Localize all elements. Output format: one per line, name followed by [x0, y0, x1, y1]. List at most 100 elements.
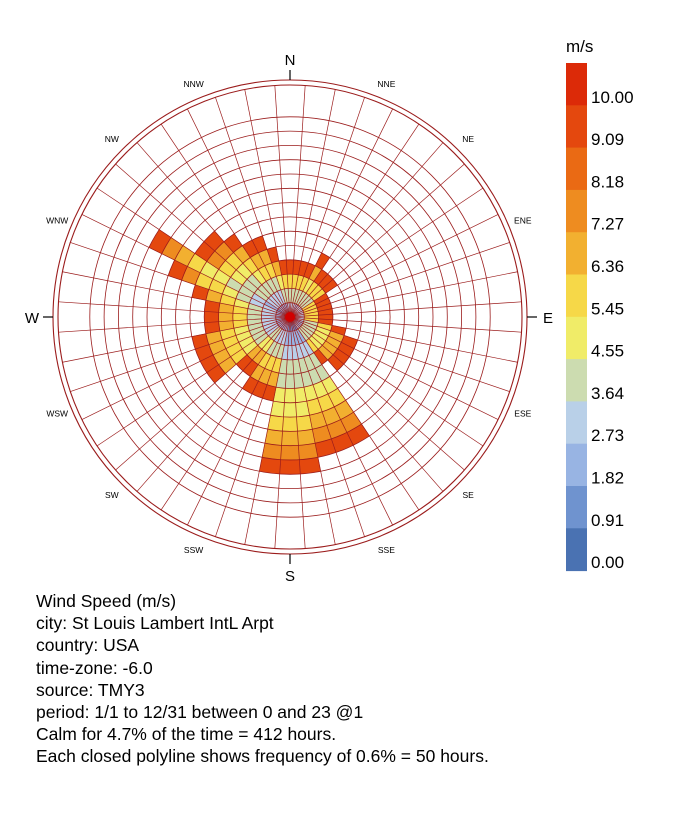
- radial-spoke: [244, 316, 291, 545]
- radial-spoke: [96, 187, 291, 318]
- radial-spoke: [274, 85, 291, 318]
- frequency-ring: [175, 202, 405, 432]
- radial-spoke: [96, 316, 291, 447]
- radial-spoke: [289, 97, 365, 318]
- radial-spoke: [215, 316, 291, 537]
- compass-label-w: W: [25, 310, 40, 327]
- radial-spoke: [160, 123, 291, 318]
- radial-spoke: [289, 316, 499, 420]
- radial-spoke: [289, 187, 484, 318]
- radial-spoke: [289, 242, 510, 318]
- sector-cell-s: [261, 443, 282, 460]
- compass-label-e: E: [543, 310, 553, 327]
- legend-tick-label: 1.82: [591, 469, 624, 488]
- wind-rose-grid: [43, 70, 537, 564]
- legend-tick-label: 6.36: [591, 257, 624, 276]
- legend-tick-label: 9.09: [591, 130, 624, 149]
- legend-tick-label: 0.91: [591, 511, 624, 530]
- compass-label-sw: SW: [105, 490, 119, 500]
- compass-label-n: N: [285, 52, 296, 69]
- compass-label-ese: ESE: [514, 408, 531, 418]
- radial-spoke: [115, 163, 291, 318]
- frequency-ring: [260, 287, 319, 346]
- sector-cell-s: [282, 416, 298, 432]
- radial-spoke: [187, 316, 291, 526]
- info-source: source: TMY3: [36, 679, 145, 700]
- legend-tick-label: 4.55: [591, 342, 624, 361]
- radial-spoke: [81, 316, 291, 420]
- radial-spoke: [289, 108, 393, 318]
- legend-swatch: [566, 189, 587, 233]
- info-period: period: 1/1 to 12/31 between 0 and 23 @1: [36, 702, 364, 723]
- legend-tick-label: 7.27: [591, 215, 624, 234]
- legend-swatch: [566, 359, 587, 402]
- legend-tick-label: 3.64: [591, 384, 624, 403]
- radial-spoke: [115, 316, 291, 471]
- sector-cell-w: [218, 312, 234, 322]
- radial-spoke: [289, 316, 484, 447]
- radial-spoke: [289, 271, 518, 318]
- sector-cell-s: [283, 402, 297, 418]
- compass-label-sse: SSE: [378, 545, 395, 555]
- sector-cell-s: [281, 430, 299, 446]
- legend-tick-label: 5.45: [591, 299, 624, 318]
- calm-center: [285, 312, 295, 322]
- compass-label-wsw: WSW: [46, 408, 68, 418]
- frequency-ring: [117, 144, 463, 490]
- compass-label-ssw: SSW: [184, 545, 203, 555]
- frequency-ring: [218, 245, 362, 389]
- frequency-ring: [189, 216, 391, 418]
- radial-spoke: [289, 316, 393, 526]
- radial-spoke: [274, 316, 291, 549]
- sector-cell-s: [298, 443, 319, 460]
- radial-spoke: [289, 316, 510, 392]
- radial-spoke: [136, 142, 291, 318]
- legend-swatch: [566, 486, 587, 529]
- frequency-ring: [146, 173, 434, 461]
- legend-tick-label: 10.00: [591, 88, 634, 107]
- info-polyline-note: Each closed polyline shows frequency of …: [36, 746, 489, 767]
- compass-labels: N NNE NE ENE E ESE SE SSE S SSW SW WSW W WNW NW NNW: [25, 52, 553, 585]
- radial-spoke: [289, 316, 444, 492]
- legend-unit: m/s: [566, 37, 593, 56]
- frequency-ring: [246, 273, 334, 361]
- info-title: Wind Speed (m/s): [36, 591, 177, 611]
- compass-label-ne: NE: [462, 134, 474, 144]
- legend-tick-label: 2.73: [591, 426, 624, 445]
- radial-spoke: [70, 316, 291, 392]
- radial-spoke: [136, 316, 291, 492]
- compass-label-s: S: [285, 568, 295, 585]
- legend-swatch: [566, 147, 587, 191]
- chart-info-block: Wind Speed (m/s) city: St Louis Lambert …: [36, 590, 489, 768]
- radial-spoke: [187, 108, 291, 318]
- wind-rose-chart: N NNE NE ENE E ESE SE SSE S SSW SW WSW W WNW NW NNW m/s…: [25, 37, 634, 585]
- radial-spoke: [70, 242, 291, 318]
- radial-spoke: [160, 316, 291, 511]
- info-city: city: St Louis Lambert IntL Arpt: [36, 613, 274, 634]
- radial-spoke: [289, 89, 336, 318]
- radial-spoke: [289, 214, 499, 318]
- legend-swatch: [566, 274, 587, 318]
- legend-tick-label: 0.00: [591, 553, 624, 572]
- outer-ring: [57, 84, 523, 550]
- compass-label-nnw: NNW: [183, 79, 203, 89]
- radial-spoke: [62, 271, 291, 318]
- sector-cell-s: [285, 373, 295, 389]
- frequency-ring: [89, 116, 491, 518]
- legend-tick-label: 8.18: [591, 172, 624, 191]
- radial-spoke: [58, 301, 291, 318]
- sector-cell-s: [280, 445, 300, 460]
- radial-spoke: [289, 316, 518, 363]
- radial-spoke: [289, 316, 365, 537]
- legend-swatch: [566, 443, 587, 487]
- color-legend: m/s 10.00 9.09 8.18 7.27 6.36 5.45 4.55 3.64 2.73…: [566, 37, 634, 572]
- legend-swatch: [566, 232, 587, 275]
- sector-cell-s: [284, 388, 296, 403]
- legend-swatch: [566, 401, 587, 445]
- radial-spoke: [289, 123, 420, 318]
- frequency-ring: [103, 130, 477, 504]
- info-timezone: time-zone: -6.0: [36, 657, 153, 678]
- radial-spoke: [289, 316, 522, 333]
- frequency-ring: [203, 230, 377, 404]
- radial-spoke: [289, 316, 336, 545]
